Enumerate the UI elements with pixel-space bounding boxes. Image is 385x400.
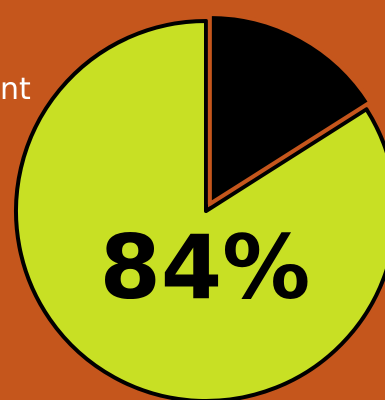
pie-slice-minor bbox=[207, 11, 373, 206]
cut-off-text: nt bbox=[0, 72, 31, 107]
pie-slice-major bbox=[14, 19, 385, 400]
percentage-label: 84% bbox=[100, 216, 311, 319]
